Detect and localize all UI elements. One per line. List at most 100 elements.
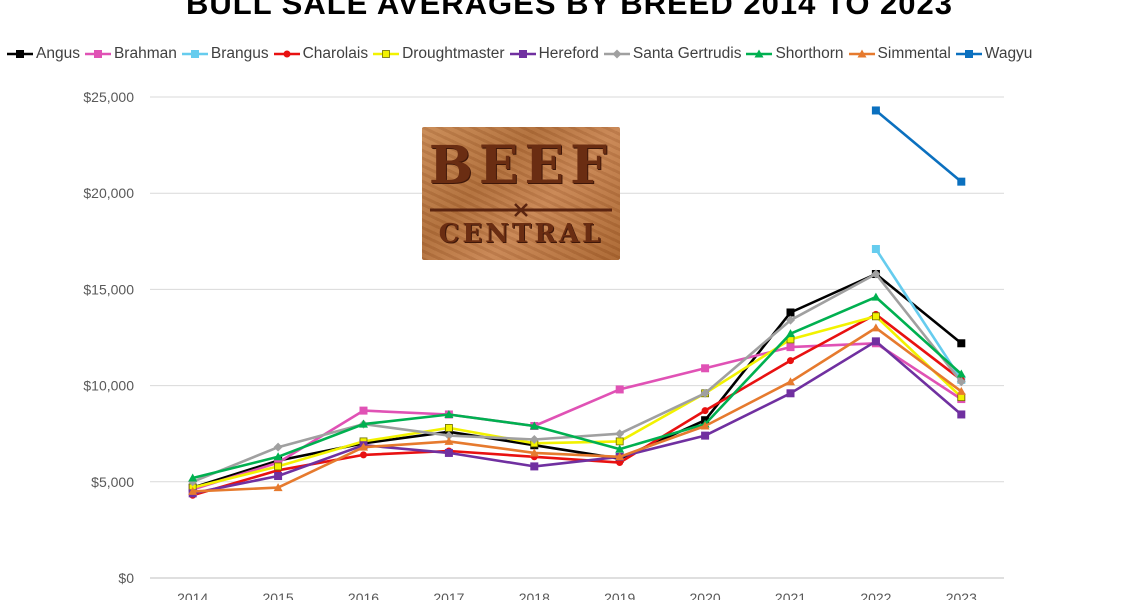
data-point-santa-gertrudis bbox=[956, 377, 966, 387]
data-point-hereford bbox=[786, 389, 795, 398]
legend-item-shorthorn: Shorthorn bbox=[745, 45, 844, 63]
legend-swatch-marker bbox=[190, 50, 199, 58]
data-point-shorthorn bbox=[188, 473, 198, 482]
x-tick-label: 2015 bbox=[263, 590, 294, 600]
x-tick-label: 2019 bbox=[604, 590, 635, 600]
legend-item-santa-gertrudis: Santa Gertrudis bbox=[603, 45, 742, 63]
legend-swatch-marker bbox=[518, 50, 527, 58]
data-point-santa-gertrudis bbox=[871, 269, 881, 279]
legend-swatch bbox=[181, 50, 208, 58]
y-tick-label: $5,000 bbox=[91, 474, 134, 490]
y-tick-label: $25,000 bbox=[83, 89, 134, 105]
y-tick-label: $20,000 bbox=[83, 185, 134, 201]
data-point-droughtmaster bbox=[444, 424, 453, 432]
legend-label: Wagyu bbox=[984, 45, 1033, 62]
series-line-brahman bbox=[192, 342, 963, 491]
series-line-shorthorn bbox=[192, 295, 963, 480]
x-tick-label: 2022 bbox=[860, 590, 891, 600]
legend-swatch bbox=[84, 50, 111, 58]
legend-item-hereford: Hereford bbox=[509, 45, 599, 63]
data-point-santa-gertrudis bbox=[273, 442, 283, 452]
data-point-wagyu bbox=[871, 106, 880, 115]
data-point-charolais bbox=[701, 407, 709, 415]
data-point-hereford bbox=[444, 448, 453, 457]
data-point-charolais bbox=[360, 451, 367, 459]
legend-item-brahman: Brahman bbox=[84, 45, 177, 63]
legend-swatch-marker bbox=[283, 50, 291, 58]
legend-label: Santa Gertrudis bbox=[632, 45, 742, 62]
legend-label: Shorthorn bbox=[775, 45, 844, 62]
legend-item-wagyu: Wagyu bbox=[955, 45, 1033, 63]
y-tick-label: $10,000 bbox=[83, 378, 134, 394]
data-point-simmental bbox=[273, 483, 283, 492]
data-point-shorthorn bbox=[359, 419, 368, 428]
data-point-simmental bbox=[444, 436, 454, 445]
legend-label: Brahman bbox=[113, 45, 177, 62]
legend-item-brangus: Brangus bbox=[181, 45, 269, 63]
data-point-shorthorn bbox=[529, 421, 539, 430]
legend-swatch bbox=[509, 50, 536, 58]
legend-item-angus: Angus bbox=[6, 45, 80, 63]
legend-swatch-marker bbox=[93, 50, 102, 58]
data-point-santa-gertrudis bbox=[786, 315, 795, 325]
barbed-wire-icon bbox=[430, 203, 612, 217]
legend: Angus Brahman Brangus Charolais Droughtmaste… bbox=[6, 44, 1036, 64]
logo-text-top: BEEF bbox=[428, 135, 614, 196]
data-point-shorthorn bbox=[871, 292, 881, 301]
data-point-shorthorn bbox=[786, 329, 795, 338]
data-point-simmental bbox=[700, 421, 710, 430]
data-point-santa-gertrudis bbox=[444, 431, 454, 441]
data-point-wagyu bbox=[957, 177, 966, 186]
data-point-brangus bbox=[871, 244, 880, 253]
series-line-droughtmaster bbox=[192, 315, 963, 489]
data-point-brahman bbox=[615, 385, 624, 394]
data-point-hereford bbox=[957, 410, 966, 419]
legend-label: Droughtmaster bbox=[402, 45, 505, 62]
data-point-droughtmaster bbox=[615, 437, 624, 446]
chart-title: BULL SALE AVERAGES BY BREED 2014 TO 2023 bbox=[185, 0, 954, 21]
legend-label: Hereford bbox=[538, 45, 599, 62]
data-point-brahman bbox=[701, 364, 710, 373]
y-tick-label: $15,000 bbox=[83, 281, 134, 297]
data-point-shorthorn bbox=[273, 452, 283, 461]
x-tick-label: 2017 bbox=[433, 590, 464, 600]
legend-swatch bbox=[848, 49, 875, 58]
data-point-droughtmaster bbox=[872, 312, 880, 321]
beef-central-logo: BEEF CENTRAL bbox=[422, 127, 620, 260]
series-line-simmental bbox=[192, 326, 963, 493]
legend-swatch-marker bbox=[857, 49, 867, 58]
data-point-hereford bbox=[701, 431, 710, 440]
x-tick-label: 2020 bbox=[690, 590, 721, 600]
legend-swatch-marker bbox=[382, 50, 390, 58]
series-line-wagyu bbox=[875, 109, 963, 183]
legend-swatch-marker bbox=[964, 50, 973, 58]
data-point-santa-gertrudis bbox=[529, 434, 539, 444]
legend-item-simmental: Simmental bbox=[848, 45, 951, 63]
x-tick-label: 2023 bbox=[946, 590, 977, 600]
data-point-angus bbox=[957, 339, 966, 348]
series-line-charolais bbox=[192, 313, 963, 497]
data-point-hereford bbox=[871, 337, 880, 346]
data-point-simmental bbox=[786, 377, 795, 386]
data-point-droughtmaster bbox=[274, 462, 283, 471]
data-point-hereford bbox=[530, 462, 539, 471]
data-point-hereford bbox=[274, 472, 283, 481]
legend-swatch bbox=[955, 50, 982, 58]
legend-swatch bbox=[7, 50, 33, 58]
series-line-angus bbox=[192, 272, 963, 489]
legend-label: Charolais bbox=[302, 45, 369, 62]
legend-swatch-marker bbox=[612, 49, 622, 59]
legend-label: Brangus bbox=[210, 45, 269, 62]
x-tick-label: 2016 bbox=[348, 590, 379, 600]
data-point-charolais bbox=[787, 357, 794, 365]
legend-label: Simmental bbox=[877, 45, 951, 62]
y-tick-label: $0 bbox=[118, 570, 134, 586]
data-point-shorthorn bbox=[956, 369, 966, 378]
series-line-santa-gertrudis bbox=[192, 272, 963, 484]
data-point-brahman bbox=[786, 343, 795, 352]
data-point-santa-gertrudis bbox=[700, 388, 710, 398]
data-point-brahman bbox=[359, 406, 368, 415]
legend-swatch-marker bbox=[16, 50, 24, 58]
legend-swatch-marker bbox=[754, 49, 764, 58]
data-point-simmental bbox=[956, 386, 966, 395]
